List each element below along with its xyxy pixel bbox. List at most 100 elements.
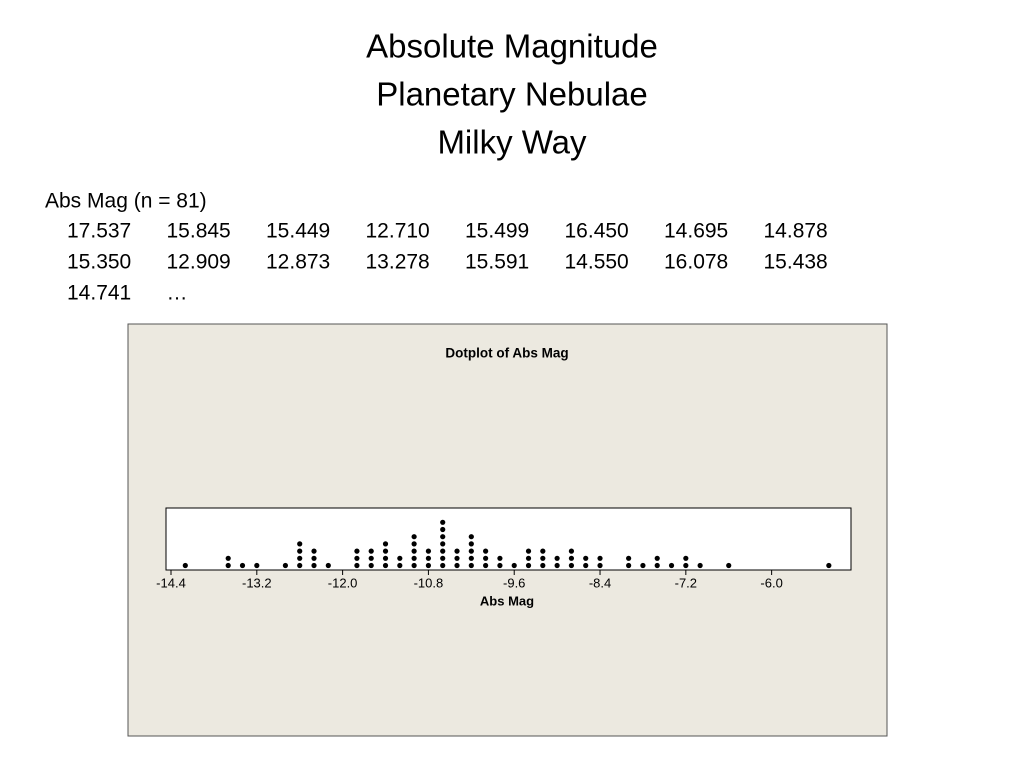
x-tick-label: -7.2 (675, 575, 697, 590)
x-tick-label: -10.8 (414, 575, 444, 590)
listing-value: 15.438 (764, 251, 828, 274)
dot (583, 555, 589, 561)
listing-value: 14.878 (764, 220, 828, 243)
dot (425, 562, 432, 569)
dot (368, 562, 374, 569)
dot (440, 555, 446, 561)
dot (382, 562, 389, 569)
dot (411, 548, 417, 554)
dot (497, 562, 503, 569)
x-tick-label: -9.6 (503, 575, 525, 590)
dot (354, 548, 360, 554)
dot (354, 555, 360, 561)
dot (511, 562, 517, 569)
dot (554, 555, 560, 561)
dot (311, 548, 317, 554)
listing-value: 16.078 (664, 251, 728, 274)
dot (182, 562, 188, 569)
listing-value: 13.278 (366, 251, 430, 274)
dot (411, 534, 417, 540)
x-tick-label: -13.2 (242, 575, 272, 590)
listing-value: 14.695 (664, 220, 728, 243)
dot (382, 555, 389, 561)
dot (411, 562, 417, 569)
listing-value: 15.591 (465, 251, 529, 274)
dot (568, 562, 575, 569)
listing-value: 15.845 (167, 220, 231, 243)
dot (626, 555, 632, 561)
dot (597, 562, 603, 569)
dot (525, 555, 532, 561)
listing-value: 12.909 (167, 251, 231, 274)
dot (483, 562, 489, 569)
dot (297, 548, 303, 554)
dot (654, 555, 660, 561)
dot (568, 555, 575, 561)
dot (468, 534, 474, 540)
dot (440, 548, 446, 554)
listing-value: 16.450 (565, 220, 629, 243)
dot (354, 562, 360, 569)
dot (525, 548, 532, 554)
dot (554, 562, 560, 569)
dot (697, 562, 703, 569)
listing-value: 14.550 (565, 251, 629, 274)
dot (425, 555, 432, 561)
dot (368, 555, 374, 561)
dot (497, 555, 503, 561)
dot (397, 562, 403, 569)
dot (440, 541, 446, 547)
dot (468, 541, 474, 547)
dot (440, 519, 446, 525)
dot (411, 541, 417, 547)
dot (325, 562, 331, 569)
dot (440, 526, 446, 533)
x-tick-label: -8.4 (589, 575, 611, 590)
x-axis-label: Abs Mag (480, 593, 534, 608)
dot (411, 555, 417, 561)
listing-value: 12.710 (366, 220, 430, 243)
listing-value: 14.741 (67, 282, 131, 305)
dot (254, 562, 260, 569)
listing-value: 15.499 (465, 220, 529, 243)
listing-value: … (167, 282, 188, 305)
dot (368, 548, 374, 554)
dot (440, 562, 446, 569)
dot (468, 562, 474, 569)
dot (225, 562, 231, 569)
slide-title: Milky Way (437, 124, 587, 161)
dot (239, 562, 246, 569)
slide-title: Absolute Magnitude (366, 28, 658, 65)
dot (468, 548, 474, 554)
listing-value: 17.537 (67, 220, 131, 243)
dot (297, 541, 303, 547)
dot (654, 562, 660, 569)
dot (483, 548, 489, 554)
plot-area (165, 507, 852, 571)
dot (668, 562, 675, 569)
dot (483, 555, 489, 561)
dot (282, 562, 289, 569)
dot (440, 534, 446, 540)
dot (540, 548, 546, 554)
dot (540, 562, 546, 569)
dot (640, 562, 646, 569)
dot (468, 555, 474, 561)
slide-title: Planetary Nebulae (376, 76, 648, 113)
dot (397, 555, 403, 561)
dot (454, 548, 460, 554)
dot (225, 555, 231, 561)
dot (382, 548, 389, 554)
dot (683, 555, 689, 561)
x-tick-label: -14.4 (156, 575, 186, 590)
dot (726, 562, 732, 569)
dot (297, 555, 303, 561)
dot (311, 555, 317, 561)
dot (311, 562, 317, 569)
dot (626, 562, 632, 569)
dot (540, 555, 546, 561)
listing-label: Abs Mag (n = 81) (45, 190, 207, 213)
dot (683, 562, 689, 569)
x-tick-label: -6.0 (760, 575, 782, 590)
